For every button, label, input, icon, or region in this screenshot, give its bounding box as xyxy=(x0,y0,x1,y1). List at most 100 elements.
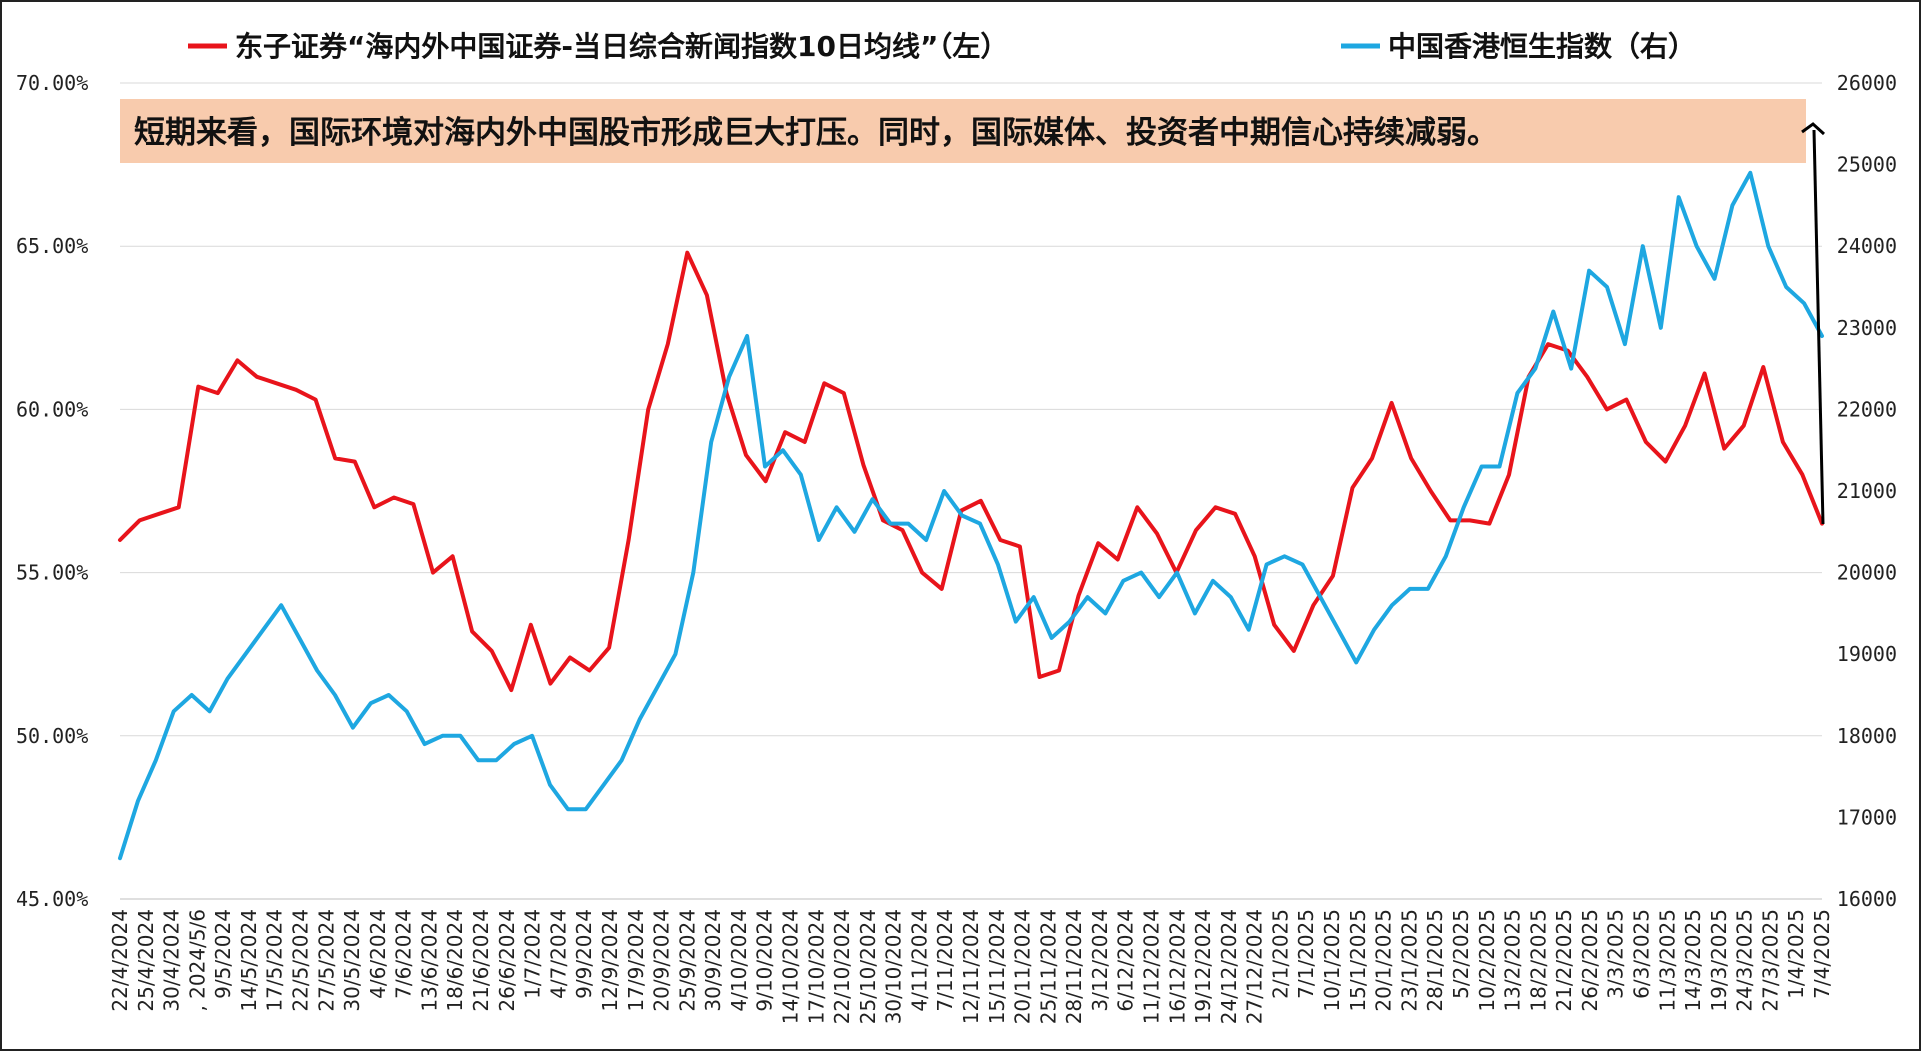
legend: 东子证券“海内外中国证券-当日综合新闻指数10日均线”（左） 中国香港恒生指数（… xyxy=(188,30,1696,63)
x-tick-label: 23/1/2025 xyxy=(1397,909,1421,1012)
y-right-tick-label: 26000 xyxy=(1837,71,1897,95)
x-tick-label: 17/5/2024 xyxy=(263,909,287,1012)
x-tick-label: 9/5/2024 xyxy=(211,909,235,999)
x-tick-label: 25/9/2024 xyxy=(675,909,699,1012)
x-tick-label: 12/9/2024 xyxy=(598,909,622,1012)
x-tick-label: 22/4/2024 xyxy=(108,909,132,1012)
x-tick-label: 26/6/2024 xyxy=(495,909,519,1012)
x-tick-label: 11/3/2025 xyxy=(1655,909,1679,1012)
x-tick-label: 24/3/2025 xyxy=(1733,909,1757,1012)
y-left-tick-label: 45.00% xyxy=(16,887,88,911)
trend-arrow-head xyxy=(1801,122,1826,136)
x-tick-label: 19/3/2025 xyxy=(1707,909,1731,1012)
annotation-background xyxy=(120,99,1806,163)
series-line-hang-seng xyxy=(118,170,1824,861)
x-tick-label: 30/10/2024 xyxy=(882,909,906,1024)
x-axis: 22/4/2024 25/4/2024 30/4/2024, 2024/5/6 9/5… xyxy=(108,898,1834,1024)
x-tick-label: 22/5/2024 xyxy=(289,909,313,1012)
x-tick-label: 13/6/2024 xyxy=(417,909,441,1012)
x-tick-label: 4/6/2024 xyxy=(366,909,390,999)
x-tick-label: 17/10/2024 xyxy=(804,909,828,1024)
x-tick-label: 26/2/2025 xyxy=(1578,909,1602,1012)
x-tick-label: 28/1/2025 xyxy=(1423,909,1447,1012)
annotation-box: 短期来看，国际环境对海内外中国股市形成巨大打压。同时，国际媒体、投资者中期信心持… xyxy=(120,99,1806,163)
x-tick-label: 18/6/2024 xyxy=(443,909,467,1012)
y-right-tick-label: 23000 xyxy=(1837,316,1897,340)
x-tick-label: 25/10/2024 xyxy=(856,909,880,1024)
x-tick-label: 11/12/2024 xyxy=(1140,909,1164,1024)
x-tick-label: 1/4/2025 xyxy=(1784,909,1808,999)
y-left-tick-label: 70.00% xyxy=(16,71,88,95)
x-tick-label: 20/9/2024 xyxy=(650,909,674,1012)
y-right-tick-label: 22000 xyxy=(1837,397,1897,421)
x-tick-label: 3/3/2025 xyxy=(1604,909,1628,999)
trend-arrow xyxy=(1801,122,1826,525)
x-tick-label: 1/7/2024 xyxy=(521,909,545,999)
x-tick-label: 19/12/2024 xyxy=(1191,909,1215,1024)
x-tick-label: 4/10/2024 xyxy=(727,909,751,1012)
x-tick-label: 4/11/2024 xyxy=(907,909,931,1012)
y-axis-left: 70.00% 65.00% 60.00% 55.00% 50.00% 45.00% xyxy=(16,71,88,911)
x-tick-label: 14/10/2024 xyxy=(778,909,802,1024)
y-left-tick-label: 55.00% xyxy=(16,561,88,585)
x-tick-label: 21/6/2024 xyxy=(469,909,493,1012)
x-tick-label: 2/1/2025 xyxy=(1268,909,1292,999)
y-right-tick-label: 19000 xyxy=(1837,642,1897,666)
x-tick-label: 12/11/2024 xyxy=(959,909,983,1024)
x-tick-label: 16/12/2024 xyxy=(1165,909,1189,1024)
y-right-tick-label: 24000 xyxy=(1837,234,1897,258)
x-tick-label: 7/6/2024 xyxy=(392,909,416,999)
x-tick-label: 7/1/2025 xyxy=(1294,909,1318,999)
series-line-news-index xyxy=(118,250,1824,693)
gridlines xyxy=(120,82,1822,900)
x-tick-label: 17/9/2024 xyxy=(624,909,648,1012)
x-tick-label: 7/11/2024 xyxy=(933,909,957,1012)
x-tick-label: , 2024/5/6 xyxy=(185,909,209,1012)
x-tick-label: 4/7/2024 xyxy=(546,909,570,999)
x-tick-label: 30/9/2024 xyxy=(701,909,725,1012)
y-right-tick-label: 20000 xyxy=(1837,561,1897,585)
y-right-tick-label: 17000 xyxy=(1837,805,1897,829)
x-tick-label: 15/11/2024 xyxy=(985,909,1009,1024)
x-tick-label: 13/2/2025 xyxy=(1501,909,1525,1012)
x-tick-label: 27/5/2024 xyxy=(314,909,338,1012)
series-layer xyxy=(118,170,1824,861)
x-tick-label: 27/3/2025 xyxy=(1758,909,1782,1012)
y-axis-right: 26000 25000 24000 23000 22000 21000 20000 19000… xyxy=(1837,71,1897,911)
x-tick-label: 9/10/2024 xyxy=(753,909,777,1012)
x-tick-label: 21/2/2025 xyxy=(1552,909,1576,1012)
x-tick-label: 3/12/2024 xyxy=(1088,909,1112,1012)
x-tick-label: 15/1/2025 xyxy=(1346,909,1370,1012)
y-right-tick-label: 21000 xyxy=(1837,479,1897,503)
y-left-tick-label: 60.00% xyxy=(16,397,88,421)
x-tick-label: 28/11/2024 xyxy=(1062,909,1086,1024)
y-left-tick-label: 65.00% xyxy=(16,234,88,258)
annotation-text: 短期来看，国际环境对海内外中国股市形成巨大打压。同时，国际媒体、投资者中期信心持… xyxy=(134,115,1498,151)
x-tick-label: 6/12/2024 xyxy=(1114,909,1138,1012)
x-tick-label: 20/11/2024 xyxy=(1011,909,1035,1024)
x-tick-label: 14/5/2024 xyxy=(237,909,261,1012)
y-right-tick-label: 18000 xyxy=(1837,724,1897,748)
x-tick-label: 22/10/2024 xyxy=(830,909,854,1024)
x-tick-label: 20/1/2025 xyxy=(1372,909,1396,1012)
x-tick-label: 24/12/2024 xyxy=(1217,909,1241,1024)
legend-label-news-index: 东子证券“海内外中国证券-当日综合新闻指数10日均线”（左） xyxy=(235,30,1008,63)
x-tick-label: 27/12/2024 xyxy=(1243,909,1267,1024)
x-tick-label: 9/9/2024 xyxy=(572,909,596,999)
x-tick-label: 25/4/2024 xyxy=(134,909,158,1012)
x-tick-label: 30/4/2024 xyxy=(160,909,184,1012)
x-tick-label: 10/2/2025 xyxy=(1475,909,1499,1012)
trend-arrow-line xyxy=(1812,129,1825,525)
x-tick-label: 10/1/2025 xyxy=(1320,909,1344,1012)
x-tick-label: 25/11/2024 xyxy=(1036,909,1060,1024)
x-tick-label: 7/4/2025 xyxy=(1810,909,1834,999)
y-left-tick-label: 50.00% xyxy=(16,724,88,748)
y-right-tick-label: 16000 xyxy=(1837,887,1897,911)
y-right-tick-label: 25000 xyxy=(1837,153,1897,177)
x-tick-label: 14/3/2025 xyxy=(1681,909,1705,1012)
x-tick-label: 5/2/2025 xyxy=(1449,909,1473,999)
x-tick-label: 30/5/2024 xyxy=(340,909,364,1012)
legend-label-hang-seng: 中国香港恒生指数（右） xyxy=(1388,30,1696,63)
x-tick-label: 6/3/2025 xyxy=(1629,909,1653,999)
